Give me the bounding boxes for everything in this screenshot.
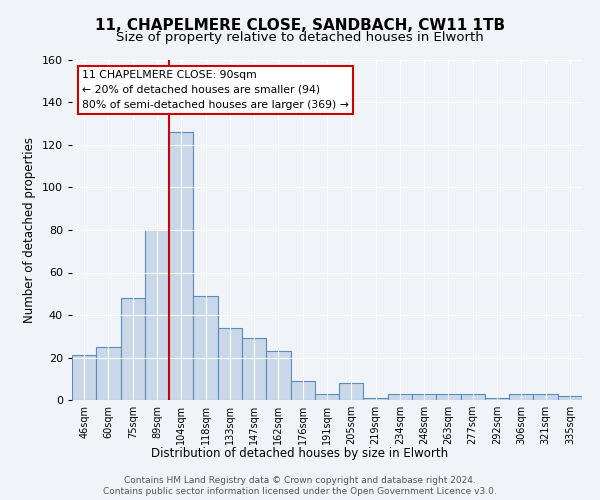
Bar bbox=[461, 394, 485, 400]
Bar bbox=[436, 394, 461, 400]
Text: Contains HM Land Registry data © Crown copyright and database right 2024.: Contains HM Land Registry data © Crown c… bbox=[124, 476, 476, 485]
Bar bbox=[96, 347, 121, 400]
Text: Size of property relative to detached houses in Elworth: Size of property relative to detached ho… bbox=[116, 31, 484, 44]
Bar bbox=[364, 398, 388, 400]
Bar bbox=[388, 394, 412, 400]
Bar bbox=[145, 230, 169, 400]
Bar bbox=[193, 296, 218, 400]
Bar bbox=[290, 381, 315, 400]
Bar bbox=[242, 338, 266, 400]
Bar bbox=[72, 356, 96, 400]
Y-axis label: Number of detached properties: Number of detached properties bbox=[23, 137, 36, 323]
Bar bbox=[558, 396, 582, 400]
Bar bbox=[509, 394, 533, 400]
Bar bbox=[266, 351, 290, 400]
Bar bbox=[121, 298, 145, 400]
Bar bbox=[339, 383, 364, 400]
Bar bbox=[315, 394, 339, 400]
Text: 11, CHAPELMERE CLOSE, SANDBACH, CW11 1TB: 11, CHAPELMERE CLOSE, SANDBACH, CW11 1TB bbox=[95, 18, 505, 32]
Bar bbox=[533, 394, 558, 400]
Bar bbox=[218, 328, 242, 400]
Text: Contains public sector information licensed under the Open Government Licence v3: Contains public sector information licen… bbox=[103, 488, 497, 496]
Text: 11 CHAPELMERE CLOSE: 90sqm
← 20% of detached houses are smaller (94)
80% of semi: 11 CHAPELMERE CLOSE: 90sqm ← 20% of deta… bbox=[82, 70, 349, 110]
Text: Distribution of detached houses by size in Elworth: Distribution of detached houses by size … bbox=[151, 448, 449, 460]
Bar bbox=[485, 398, 509, 400]
Bar bbox=[412, 394, 436, 400]
Bar bbox=[169, 132, 193, 400]
